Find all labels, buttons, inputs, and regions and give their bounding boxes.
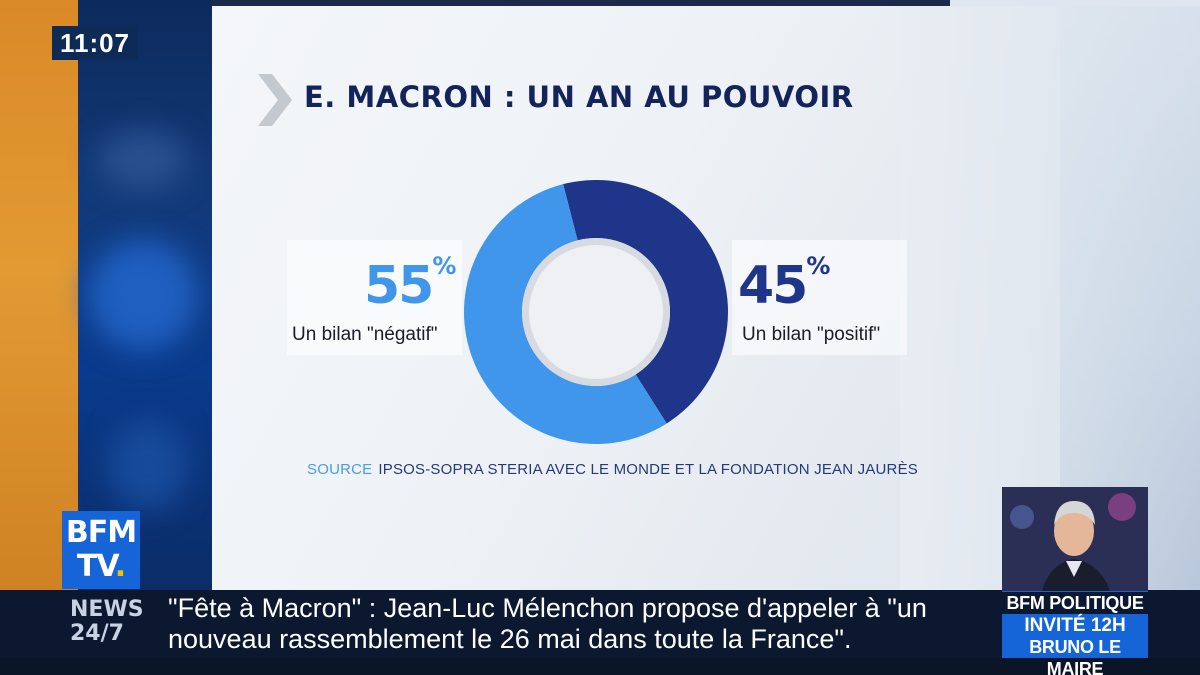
source-text: IPSOS-SOPRA STERIA AVEC LE MONDE ET LA F… xyxy=(378,461,919,478)
logo-line1: BFM xyxy=(65,515,137,550)
data-label-positif-value: 45% xyxy=(738,252,830,316)
donut-hole xyxy=(529,245,663,379)
donut-slice-positif xyxy=(563,180,728,424)
clock: 11:07 xyxy=(52,26,138,60)
data-label-positif-text: Un bilan "positif" xyxy=(742,324,881,345)
negatif-percent-unit: % xyxy=(432,252,457,280)
donut-slice-negatif xyxy=(463,184,667,445)
data-label-negatif-value: 55% xyxy=(364,252,456,316)
studio-background-blue xyxy=(78,0,212,675)
guest-video-inset xyxy=(1002,487,1148,591)
chart-source: SOURCE IPSOS-SOPRA STERIA AVEC LE MONDE E… xyxy=(307,461,918,478)
chevron-right-icon xyxy=(258,74,292,126)
news-247: 24/7 xyxy=(70,621,124,646)
chart-title: E. MACRON : UN AN AU POUVOIR xyxy=(304,80,854,114)
program-name: BFM POLITIQUE xyxy=(1002,592,1148,614)
donut-chart xyxy=(463,180,728,445)
news-label: NEWS xyxy=(70,597,144,622)
ticker-headline: "Fête à Macron" : Jean-Luc Mélenchon pro… xyxy=(168,593,927,654)
positif-percent: 45 xyxy=(738,256,808,316)
news-247-label: NEWS 24/7 xyxy=(70,598,144,646)
label-box-negatif xyxy=(287,240,462,355)
data-label-negatif-text: Un bilan "négatif" xyxy=(292,324,438,345)
positif-percent-unit: % xyxy=(806,252,831,280)
guest-time: INVITÉ 12H xyxy=(1024,615,1126,636)
negatif-percent: 55 xyxy=(364,256,434,316)
source-label: SOURCE xyxy=(307,461,373,478)
logo-line2: TV. xyxy=(62,549,140,584)
guest-name: BRUNO LE MAIRE xyxy=(1029,637,1121,675)
bottom-bar xyxy=(0,658,1200,675)
guest-portrait xyxy=(1002,487,1148,591)
bfmtv-logo: BFM TV. xyxy=(62,511,140,589)
logo-dot: . xyxy=(114,549,126,584)
news-ticker-bar xyxy=(0,590,1200,658)
logo-tv: TV xyxy=(76,549,116,584)
label-box-positif xyxy=(732,240,907,355)
